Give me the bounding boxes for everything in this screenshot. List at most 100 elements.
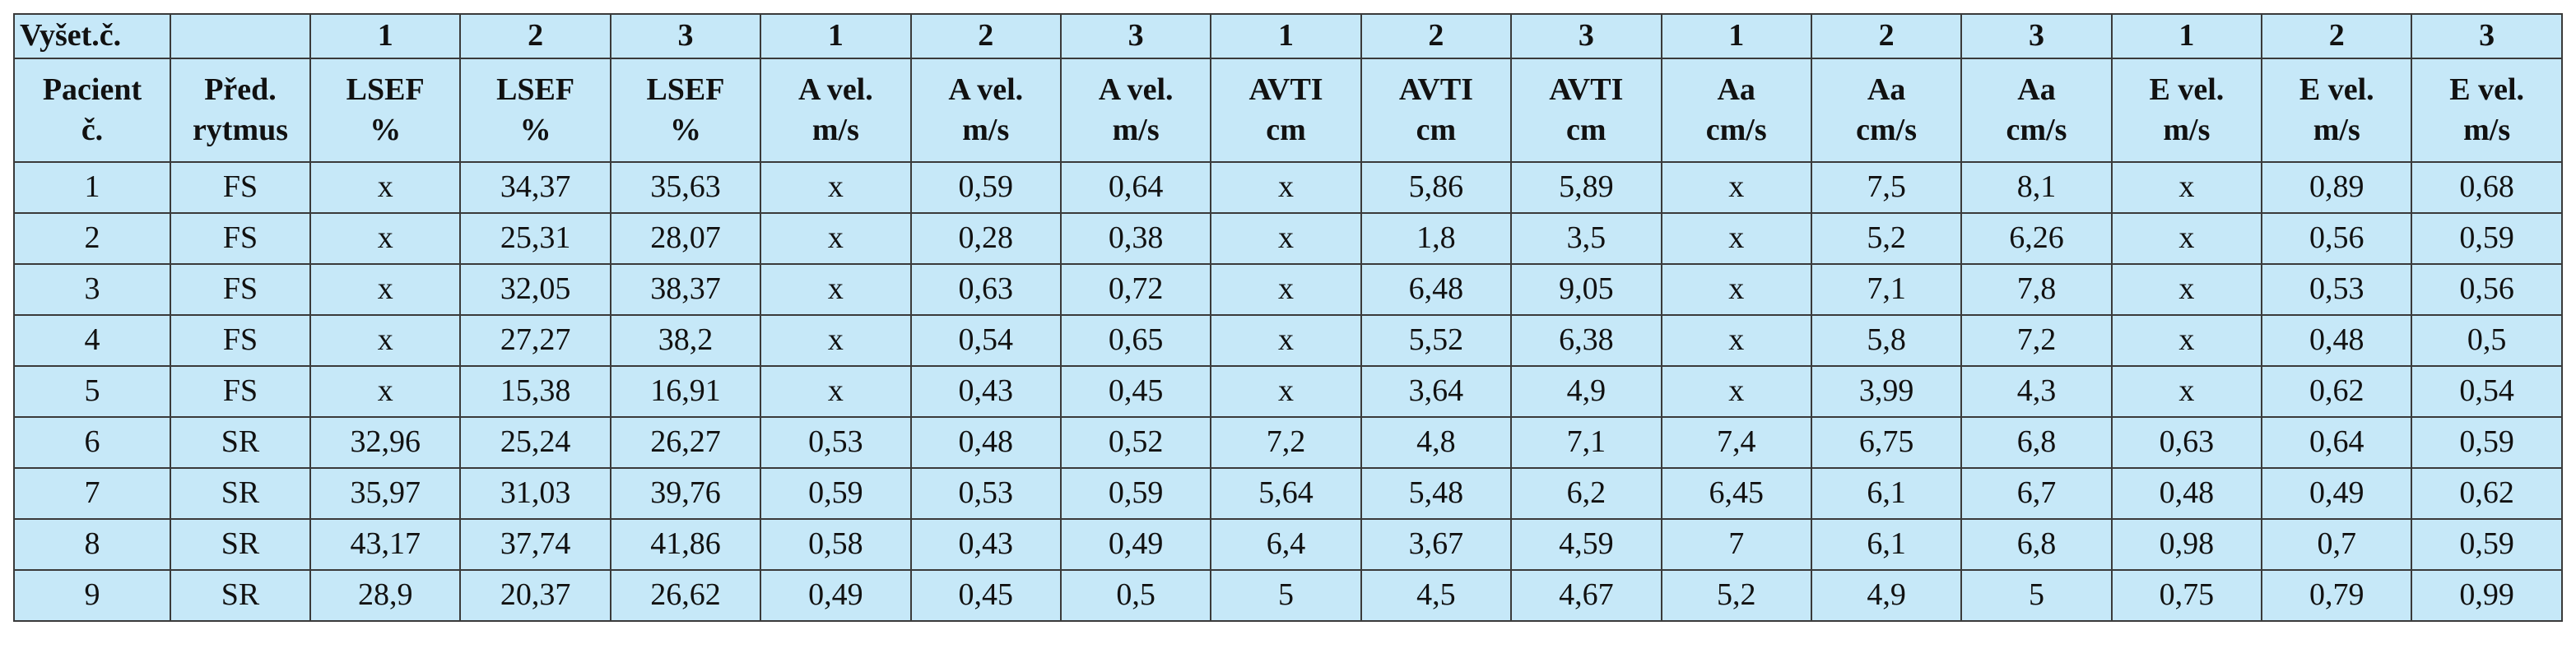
data-cell: FS bbox=[170, 314, 311, 367]
header-line: cm/s bbox=[1705, 113, 1767, 147]
data-cell: x bbox=[309, 161, 462, 214]
data-cell: 5,64 bbox=[1210, 467, 1362, 520]
data-cell: 0,68 bbox=[2411, 161, 2563, 214]
header-cell: Vyšet.č. bbox=[13, 13, 171, 59]
exam-number: 2 bbox=[459, 13, 611, 59]
data-cell: 4,5 bbox=[1360, 569, 1513, 622]
header-line: E vel. bbox=[2449, 72, 2525, 107]
data-cell: 3 bbox=[13, 263, 171, 316]
data-cell: x bbox=[2110, 263, 2263, 316]
data-cell: 0,43 bbox=[909, 518, 1062, 571]
data-cell: 0,45 bbox=[1059, 365, 1212, 418]
data-cell: 0,53 bbox=[909, 467, 1062, 520]
data-cell: 4,9 bbox=[1810, 569, 1963, 622]
data-cell: 39,76 bbox=[609, 467, 762, 520]
header-line: A vel. bbox=[797, 72, 873, 107]
data-cell: x bbox=[2110, 212, 2263, 265]
data-cell: 4,8 bbox=[1360, 416, 1513, 469]
data-cell: x bbox=[309, 365, 462, 418]
data-cell: 5,86 bbox=[1360, 161, 1513, 214]
header-cell: A vel. m/s bbox=[1059, 58, 1212, 163]
data-cell: x bbox=[1660, 365, 1812, 418]
data-cell: 6,38 bbox=[1510, 314, 1662, 367]
data-cell: 6,75 bbox=[1810, 416, 1963, 469]
data-cell: 5,8 bbox=[1810, 314, 1963, 367]
data-cell: SR bbox=[170, 518, 311, 571]
data-cell: 0,59 bbox=[2411, 416, 2563, 469]
header-cell: AVTI cm bbox=[1510, 58, 1662, 163]
header-line: LSEF bbox=[646, 72, 725, 107]
data-cell: 0,43 bbox=[909, 365, 1062, 418]
data-cell: FS bbox=[170, 263, 311, 316]
header-line: č. bbox=[81, 113, 104, 147]
data-cell: 35,97 bbox=[309, 467, 462, 520]
data-cell: 0,64 bbox=[2261, 416, 2413, 469]
header-line: AVTI bbox=[1248, 72, 1323, 107]
data-cell: x bbox=[309, 314, 462, 367]
data-cell: 4,67 bbox=[1510, 569, 1662, 622]
header-line: % bbox=[669, 113, 701, 147]
data-cell: 6,4 bbox=[1210, 518, 1362, 571]
data-cell: 20,37 bbox=[459, 569, 611, 622]
data-cell: 6,8 bbox=[1960, 416, 2113, 469]
data-cell: 1 bbox=[13, 161, 171, 214]
data-cell: 26,62 bbox=[609, 569, 762, 622]
header-cell: LSEF% bbox=[309, 58, 462, 163]
data-table: Vyšet.č. 1 2 3 1 2 3 1 2 3 1 2 3 1 2 3 Pacient č. Před. ryt… bbox=[13, 13, 2563, 622]
data-cell: 16,91 bbox=[609, 365, 762, 418]
header-cell: Pacient č. bbox=[13, 58, 171, 163]
data-cell: 6,48 bbox=[1360, 263, 1513, 316]
data-cell: x bbox=[1210, 314, 1362, 367]
data-cell: 5,89 bbox=[1510, 161, 1662, 214]
data-cell: 6,2 bbox=[1510, 467, 1662, 520]
data-cell: 0,98 bbox=[2110, 518, 2263, 571]
data-cell: x bbox=[760, 365, 912, 418]
data-cell: 34,37 bbox=[459, 161, 611, 214]
data-cell: 0,48 bbox=[2261, 314, 2413, 367]
data-cell: x bbox=[760, 314, 912, 367]
header-cell: E vel. m/s bbox=[2261, 58, 2413, 163]
data-cell: 0,62 bbox=[2261, 365, 2413, 418]
exam-number: 3 bbox=[2411, 13, 2563, 59]
data-cell: 4 bbox=[13, 314, 171, 367]
data-cell: 0,54 bbox=[2411, 365, 2563, 418]
data-cell: 25,24 bbox=[459, 416, 611, 469]
data-cell: 6,26 bbox=[1960, 212, 2113, 265]
data-cell: 6,1 bbox=[1810, 518, 1963, 571]
header-line: Aa bbox=[1717, 72, 1755, 107]
data-row: 2 FS x 25,31 28,07 x 0,28 0,38 x 1,8 3,5 x 5,2 6,26 x 0… bbox=[13, 212, 2563, 265]
header-line: Před. bbox=[204, 72, 277, 107]
data-cell: 9,05 bbox=[1510, 263, 1662, 316]
data-cell: x bbox=[760, 212, 912, 265]
data-cell: 0,59 bbox=[909, 161, 1062, 214]
data-cell: 3,99 bbox=[1810, 365, 1963, 418]
data-cell: 26,27 bbox=[609, 416, 762, 469]
exam-number: 2 bbox=[1360, 13, 1513, 59]
data-cell: 0,38 bbox=[1059, 212, 1212, 265]
data-cell: 0,58 bbox=[760, 518, 912, 571]
data-cell: FS bbox=[170, 161, 311, 214]
header-cell: Aa cm/s bbox=[1960, 58, 2113, 163]
header-line: E vel. bbox=[2149, 72, 2225, 107]
header-line: LSEF bbox=[496, 72, 575, 107]
data-cell: 3,5 bbox=[1510, 212, 1662, 265]
data-cell: 7,4 bbox=[1660, 416, 1812, 469]
header-line: m/s bbox=[2463, 113, 2511, 147]
header-line: cm bbox=[1566, 113, 1607, 147]
data-cell: x bbox=[2110, 314, 2263, 367]
header-line: A vel. bbox=[948, 72, 1024, 107]
data-cell: 0,59 bbox=[1059, 467, 1212, 520]
data-cell: x bbox=[309, 212, 462, 265]
data-row: 5 FS x 15,38 16,91 x 0,43 0,45 x 3,64 4,9 x 3,99 4,3 x… bbox=[13, 365, 2563, 418]
data-cell: 43,17 bbox=[309, 518, 462, 571]
data-cell: 0,52 bbox=[1059, 416, 1212, 469]
data-cell: 0,54 bbox=[909, 314, 1062, 367]
header-line: E vel. bbox=[2299, 72, 2374, 107]
data-cell: 35,63 bbox=[609, 161, 762, 214]
data-cell: 0,53 bbox=[2261, 263, 2413, 316]
data-cell: 4,3 bbox=[1960, 365, 2113, 418]
data-cell: 38,37 bbox=[609, 263, 762, 316]
header-cell: E vel. m/s bbox=[2110, 58, 2263, 163]
data-row: 8 SR 43,17 37,74 41,86 0,58 0,43 0,49 6,4 3,67 4,5… bbox=[13, 518, 2563, 571]
data-row: 6 SR 32,96 25,24 26,27 0,53 0,48 0,52 7,2 4,8 7,1 7… bbox=[13, 416, 2563, 469]
